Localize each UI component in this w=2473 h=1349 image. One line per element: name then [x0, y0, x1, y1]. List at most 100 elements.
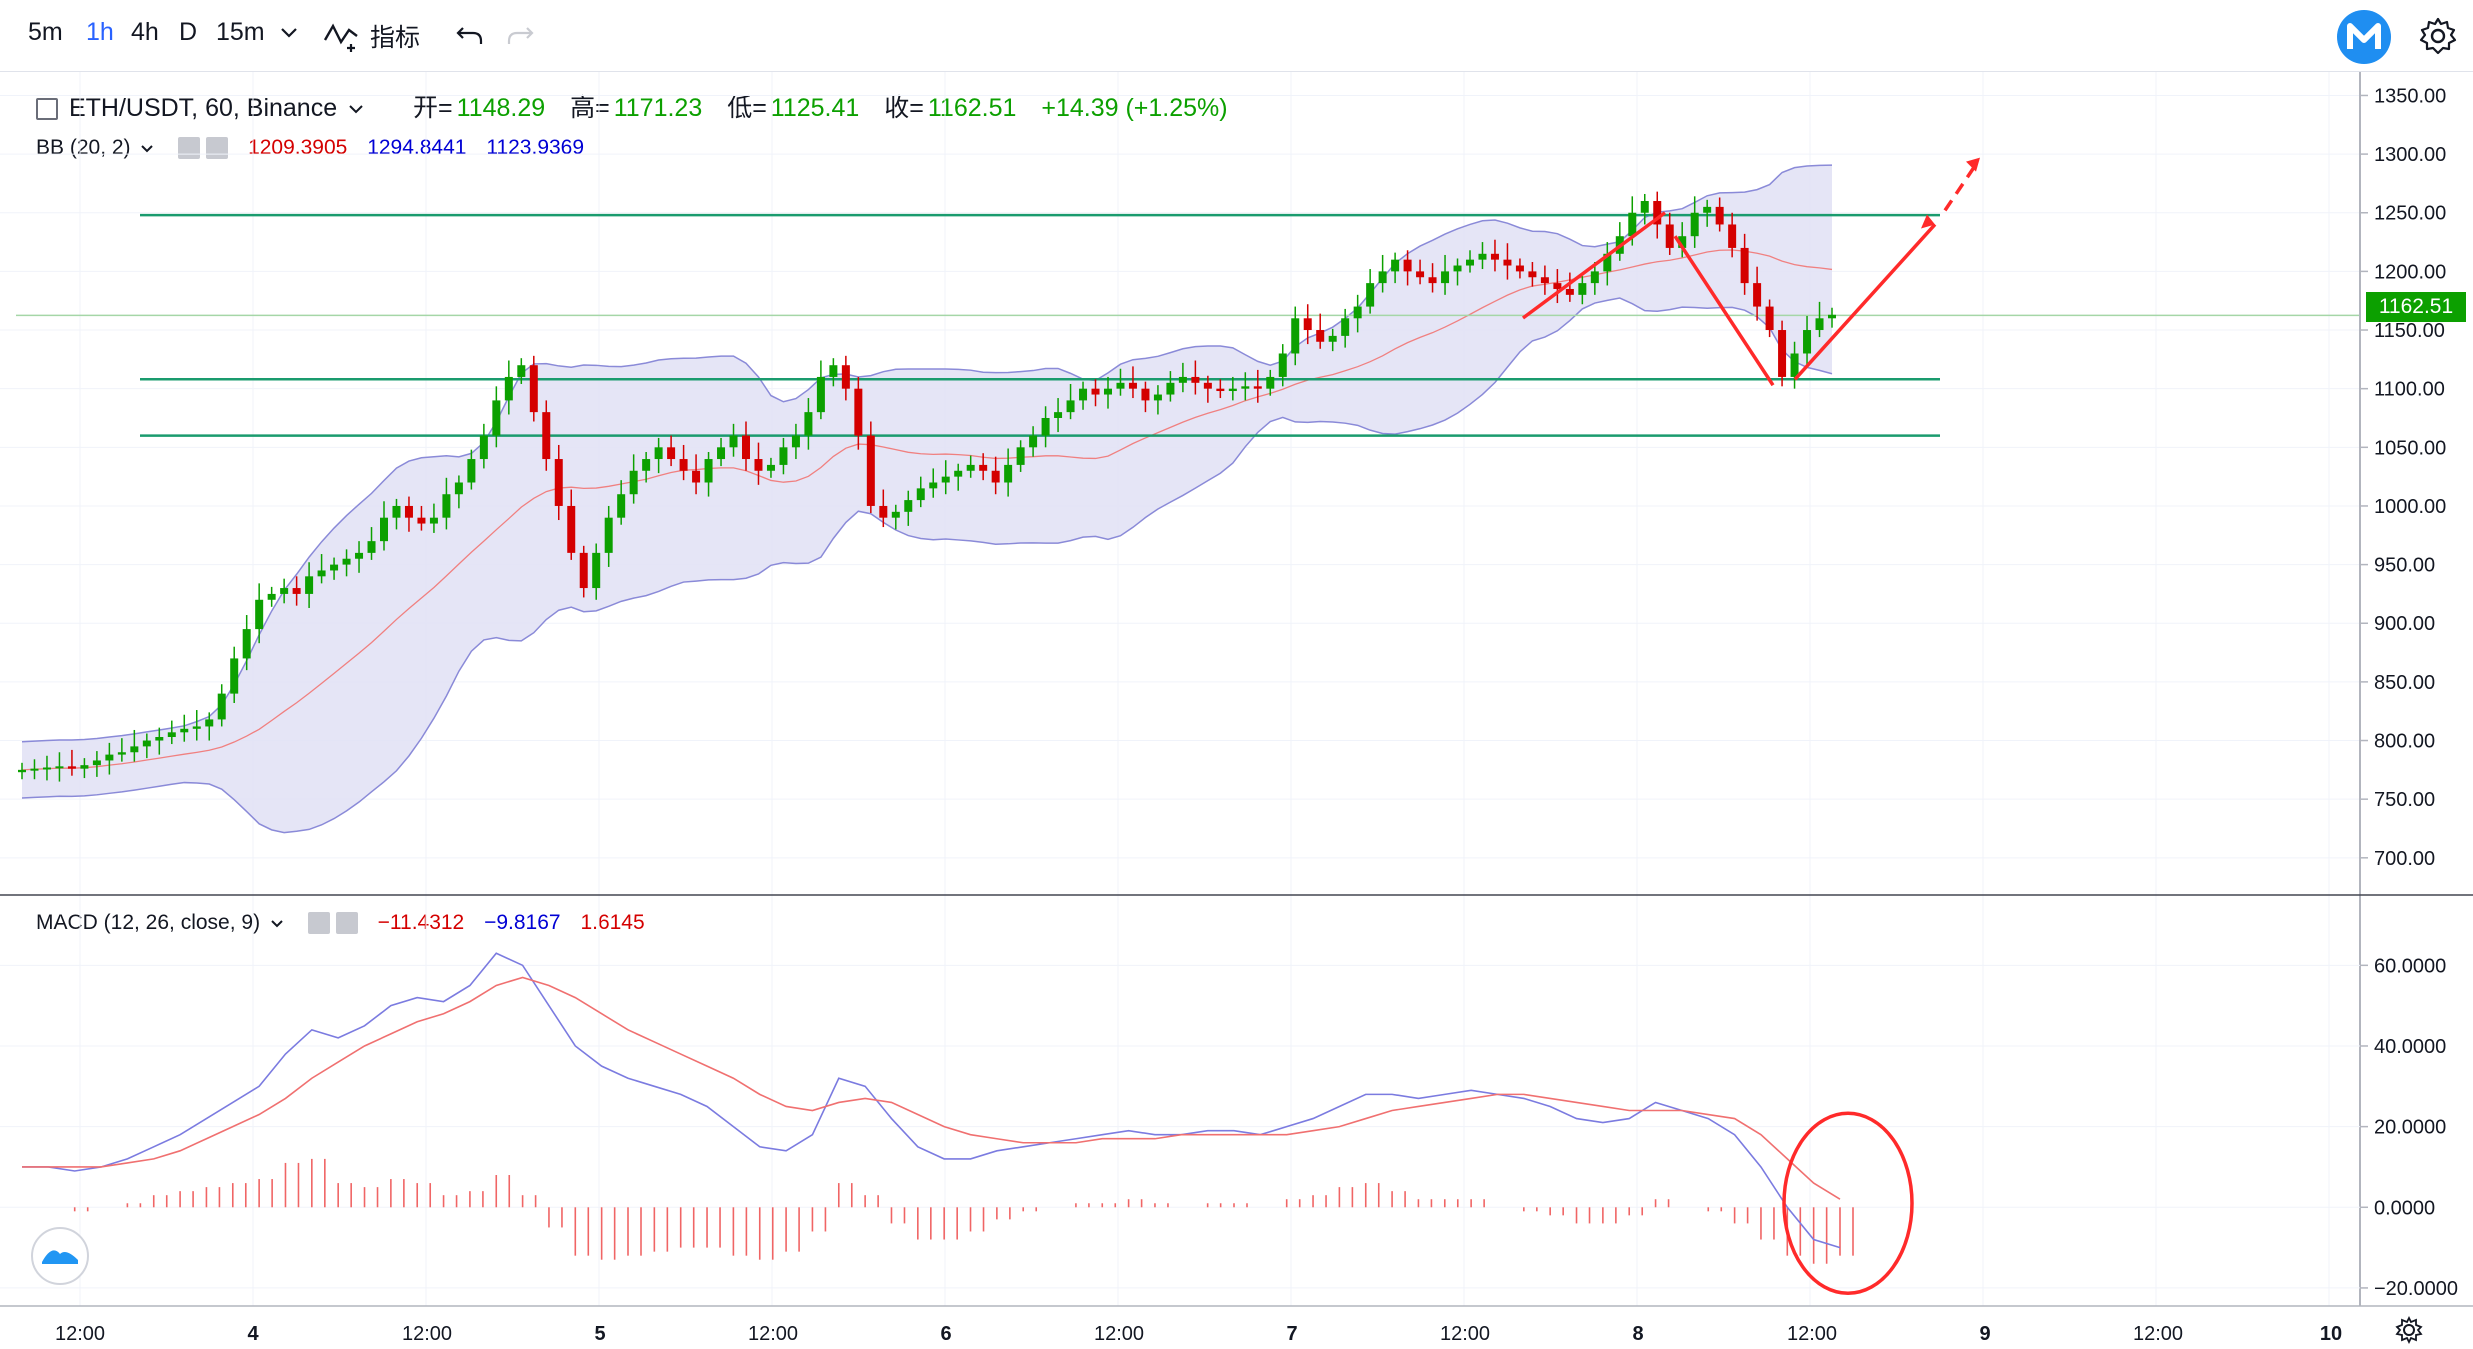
candle-body — [1341, 318, 1350, 336]
candle-body — [517, 365, 526, 377]
macd-close-icon[interactable] — [335, 912, 358, 935]
macd-legend: MACD (12, 26, close, 9) −11.4312 −9.8167… — [36, 911, 645, 935]
candle-body — [1091, 388, 1100, 395]
macd-label[interactable]: MACD (12, 26, close, 9) — [36, 911, 261, 934]
candle-body — [55, 766, 64, 769]
macd-chevron-down-icon[interactable] — [270, 919, 284, 929]
candle-body — [941, 476, 950, 483]
time-tick-label: 8 — [1632, 1323, 1643, 1345]
chevron-down-icon[interactable] — [280, 26, 298, 40]
candle-body — [442, 494, 451, 518]
indicators-button[interactable]: 指标 — [370, 24, 421, 52]
candle-body — [454, 482, 463, 495]
candle-body — [1615, 236, 1624, 254]
candle-body — [841, 365, 850, 389]
interval-d[interactable]: D — [179, 18, 198, 46]
toolbar: 5m 1h 4h D 15m 指标 — [0, 0, 2473, 72]
interval-4h[interactable]: 4h — [131, 18, 159, 46]
candle-body — [1690, 212, 1699, 237]
candle-body — [1291, 318, 1300, 354]
interval-15m[interactable]: 15m — [216, 18, 265, 46]
bb-upper-value: 1294.8441 — [367, 136, 467, 159]
current-price-badge: 1162.51 — [2366, 292, 2466, 322]
bb-basis-line — [21, 249, 1833, 771]
candle-body — [1216, 388, 1225, 392]
candle-body — [1004, 464, 1013, 483]
candle-body — [1378, 271, 1387, 284]
time-tick-label: 12:00 — [2133, 1323, 2183, 1345]
symbol-chevron-down-icon[interactable] — [348, 104, 364, 116]
candle-body — [18, 769, 26, 773]
open-label: 开= — [413, 94, 453, 122]
candle-body — [779, 447, 788, 465]
candle-body — [504, 376, 513, 401]
candle-body — [1041, 417, 1050, 436]
candle-body — [1191, 376, 1200, 383]
price-tick-label: 900.00 — [2374, 613, 2435, 635]
macd-visibility-icon[interactable] — [307, 912, 330, 935]
interval-1h[interactable]: 1h — [86, 18, 114, 46]
annotation-arrowhead — [1966, 157, 1980, 172]
indicator-icon[interactable] — [323, 20, 363, 52]
candle-body — [67, 766, 76, 769]
gear-icon[interactable] — [2418, 16, 2458, 56]
change-value: +14.39 (+1.25%) — [1041, 94, 1228, 122]
candle-body — [1590, 271, 1599, 284]
time-axis-gear-icon[interactable] — [2394, 1315, 2424, 1345]
time-tick-label: 12:00 — [748, 1323, 798, 1345]
bb-lower-line — [21, 297, 1833, 834]
candle-body — [1266, 376, 1275, 389]
bb-chevron-down-icon[interactable] — [140, 144, 154, 154]
candle-body — [629, 470, 638, 495]
price-grid — [0, 72, 2360, 1306]
bb-label[interactable]: BB (20, 2) — [36, 136, 131, 159]
candle-body — [1628, 212, 1637, 237]
candle-body — [1366, 283, 1375, 307]
annotation-arrowhead — [1921, 214, 1935, 229]
candle-body — [1490, 253, 1499, 260]
time-tick-label: 4 — [247, 1323, 259, 1345]
candle-body — [1054, 412, 1063, 418]
candle-body — [1391, 259, 1400, 272]
candle-body — [380, 517, 388, 542]
bb-close-icon[interactable] — [206, 137, 229, 160]
candle-body — [242, 629, 251, 659]
candle-body — [155, 737, 164, 741]
candle-body — [667, 447, 676, 460]
logo-m-icon[interactable] — [2336, 9, 2392, 65]
candle-body — [617, 494, 626, 518]
time-tick-label: 6 — [940, 1323, 951, 1345]
candle-body — [529, 365, 538, 413]
close-label: 收= — [884, 94, 924, 122]
candle-body — [1653, 201, 1662, 225]
price-tick-label: 1200.00 — [2374, 261, 2446, 283]
annotation-arrow-line — [1793, 223, 1937, 381]
symbol-label[interactable]: ETH/USDT, 60, Binance — [68, 94, 338, 122]
candle-body — [966, 464, 975, 471]
macd-tick-label: 40.0000 — [2374, 1036, 2446, 1058]
candle-body — [280, 588, 289, 594]
tradingview-logo-icon[interactable] — [30, 1226, 90, 1286]
candle-body — [317, 570, 326, 577]
bb-visibility-icon[interactable] — [178, 137, 201, 160]
candle-body — [1278, 353, 1287, 377]
interval-5m[interactable]: 5m — [28, 18, 63, 46]
price-tick-label: 1350.00 — [2374, 85, 2446, 107]
candle-body — [829, 365, 838, 377]
candle-body — [1428, 277, 1437, 284]
candle-body — [305, 576, 314, 594]
candle-body — [567, 505, 576, 553]
time-tick-label: 12:00 — [1094, 1323, 1144, 1345]
close-value: 1162.51 — [927, 94, 1017, 122]
candle-body — [404, 505, 413, 518]
collapse-icon[interactable] — [36, 98, 58, 121]
candle-body — [704, 459, 713, 483]
low-value: 1125.41 — [770, 94, 860, 122]
candles — [18, 191, 1836, 782]
candle-body — [255, 599, 264, 630]
candle-body — [679, 459, 688, 471]
candle-body — [92, 760, 101, 766]
macd-hist-value: −11.4312 — [377, 911, 465, 934]
undo-icon[interactable] — [455, 22, 485, 48]
